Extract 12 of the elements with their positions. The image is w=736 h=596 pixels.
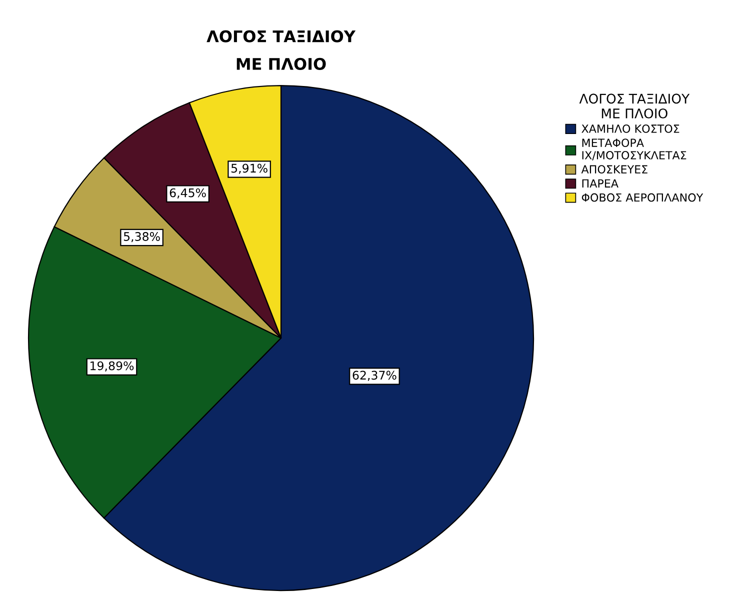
legend-label: ΜΕΤΑΦΟΡΑ ΙΧ/ΜΟΤΟΣΥΚΛΕΤΑΣ [582, 138, 686, 160]
legend-label: ΠΑΡΕΑ [582, 179, 618, 188]
data-label: 5,91% [231, 164, 268, 174]
legend-label: ΦΟΒΟΣ ΑΕΡΟΠΛΑΝΟΥ [582, 193, 704, 202]
data-label: 19,89% [90, 361, 134, 372]
legend-label: ΧΑΜΗΛΟ ΚΟΣΤΟΣ [582, 124, 680, 133]
data-label: 62,37% [352, 370, 396, 381]
legend-title: ΛΟΓΟΣ ΤΑΞΙΔΙΟΥ ΜΕ ΠΛΟΙΟ [579, 94, 690, 118]
chart-title: ΛΟΓΟΣ ΤΑΞΙΔΙΟΥ ΜΕ ΠΛΟΙΟ [206, 30, 356, 70]
legend-label: ΑΠΟΣΚΕΥΕΣ [581, 165, 648, 174]
data-label: 6,45% [170, 188, 206, 198]
data-label: 5,38% [124, 232, 160, 242]
